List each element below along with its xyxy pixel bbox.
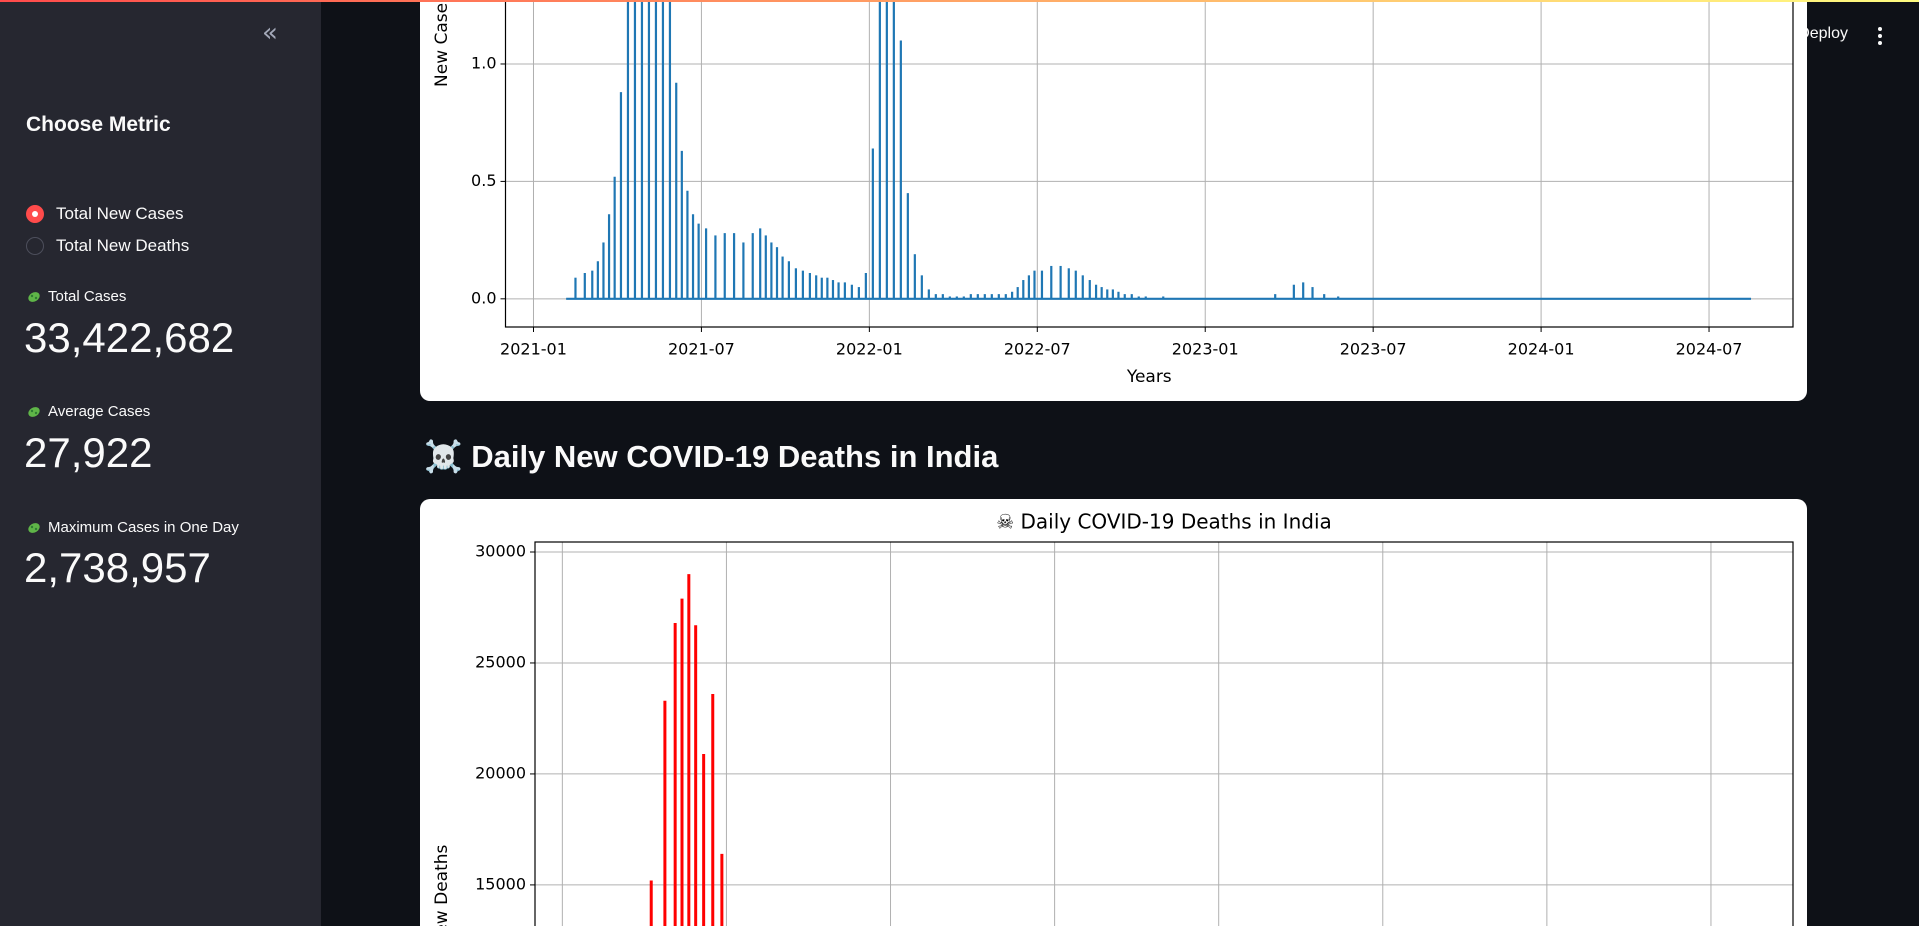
y-tick-label: 15000 bbox=[475, 874, 526, 893]
deploy-button[interactable]: Deploy bbox=[1798, 25, 1848, 42]
chart: 2021-01 2021-07 2022-01 2022-07 2023-01 2023-… bbox=[432, 0, 1794, 387]
sidebar-title: Choose Metric bbox=[26, 113, 171, 136]
section-heading: ☠️ Daily New COVID-19 Deaths in India bbox=[424, 439, 999, 474]
x-tick-label: 2024-01 bbox=[1508, 340, 1575, 359]
metric-label: Total Cases bbox=[26, 288, 126, 305]
y-tick-label: 25000 bbox=[475, 652, 526, 671]
x-tick-label: 2023-01 bbox=[1172, 340, 1239, 359]
metric-value: 33,422,682 bbox=[24, 314, 235, 361]
microbe-icon bbox=[28, 291, 40, 302]
chart-title: ☠ Daily COVID-19 Deaths in India bbox=[996, 510, 1332, 534]
metric-label-text: Average Cases bbox=[48, 403, 151, 420]
top-decoration bbox=[0, 0, 1919, 2]
chart-card: 2021-012021-072022-012022-072023-012023-… bbox=[420, 499, 1807, 926]
y-tick-label: 20000 bbox=[475, 763, 526, 782]
metric-label-text: Total Cases bbox=[48, 288, 127, 305]
chart: 2021-012021-072022-012022-072023-012023-… bbox=[432, 510, 1794, 926]
axes-frame bbox=[534, 541, 1794, 926]
x-tick-label: 2022-07 bbox=[1004, 340, 1071, 359]
y-tick-label: 0.0 bbox=[471, 288, 496, 307]
metric-label: Average Cases bbox=[26, 403, 150, 420]
radio-button[interactable] bbox=[26, 237, 44, 255]
x-tick-label: 2023-07 bbox=[1340, 340, 1407, 359]
chart-card: 2021-01 2021-07 2022-01 2022-07 2023-01 2023-… bbox=[420, 0, 1807, 401]
metric-value: 27,922 bbox=[24, 429, 153, 476]
y-tick-label: 1.0 bbox=[471, 53, 496, 72]
y-axis-label: New Cases bbox=[432, 0, 452, 87]
metric-label: Maximum Cases in One Day bbox=[26, 519, 239, 536]
x-tick-label: 2021-01 bbox=[500, 340, 567, 359]
x-axis-label: Years bbox=[1126, 367, 1172, 387]
x-tick-label: 2021-07 bbox=[668, 340, 735, 359]
metric-label-text: Maximum Cases in One Day bbox=[48, 519, 239, 536]
axes-frame bbox=[504, 0, 1794, 328]
collapse-sidebar[interactable]: « bbox=[262, 18, 278, 48]
y-axis-label: New Deaths bbox=[432, 844, 452, 926]
x-tick-label: 2024-07 bbox=[1676, 340, 1743, 359]
x-tick-label: 2022-01 bbox=[836, 340, 903, 359]
radio-label: Total New Deaths bbox=[56, 236, 190, 255]
main-menu[interactable] bbox=[1876, 26, 1884, 46]
radio-label: Total New Cases bbox=[56, 204, 184, 223]
microbe-icon bbox=[28, 522, 40, 533]
microbe-icon bbox=[28, 406, 40, 417]
y-tick-label: 0.5 bbox=[471, 171, 496, 190]
metric-value: 2,738,957 bbox=[24, 544, 211, 591]
radio-option[interactable]: Total New Deaths bbox=[26, 235, 189, 257]
radio-button[interactable] bbox=[26, 205, 44, 223]
sidebar: « Choose Metric Total New Cases Total Ne… bbox=[0, 0, 321, 926]
radio-option[interactable]: Total New Cases bbox=[26, 203, 184, 225]
y-tick-label: 30000 bbox=[475, 541, 526, 560]
